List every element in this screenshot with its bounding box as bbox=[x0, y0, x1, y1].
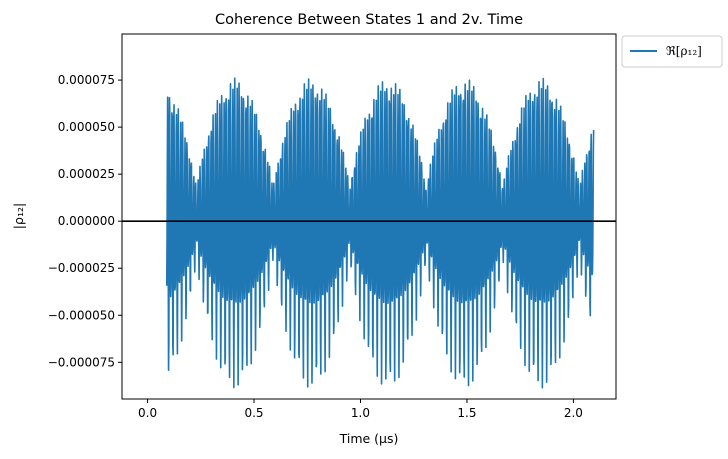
x-axis: 0.0 0.5 1.0 1.5 2.0 bbox=[138, 399, 583, 420]
y-tick-label: 0.000075 bbox=[58, 73, 115, 87]
legend-label: ℜ[ρ₁₂] bbox=[666, 44, 702, 58]
chart-title: Coherence Between States 1 and 2v. Time bbox=[215, 12, 523, 28]
x-tick-label: 1.0 bbox=[351, 406, 370, 420]
y-tick-label: 0.000000 bbox=[58, 214, 115, 228]
y-axis: −0.000075 −0.000050 −0.000025 0.000000 0.000… bbox=[48, 73, 122, 369]
y-tick-label: −0.000025 bbox=[48, 261, 115, 275]
legend: ℜ[ρ₁₂] bbox=[621, 35, 723, 68]
y-tick-label: 0.000025 bbox=[58, 167, 115, 181]
x-tick-label: 1.5 bbox=[457, 406, 476, 420]
series-line bbox=[165, 77, 595, 389]
y-tick-label: −0.000050 bbox=[48, 308, 115, 322]
legend-box bbox=[621, 35, 723, 68]
x-tick-label: 0.5 bbox=[244, 406, 263, 420]
y-axis-label: |ρ₁₂| bbox=[11, 203, 26, 229]
y-tick-label: −0.000075 bbox=[48, 355, 115, 369]
y-tick-label: 0.000050 bbox=[58, 120, 115, 134]
x-tick-label: 0.0 bbox=[138, 406, 157, 420]
x-tick-label: 2.0 bbox=[564, 406, 583, 420]
x-axis-label: Time (μs) bbox=[339, 431, 399, 446]
plot-frame bbox=[121, 33, 617, 400]
plot-area bbox=[122, 77, 616, 389]
